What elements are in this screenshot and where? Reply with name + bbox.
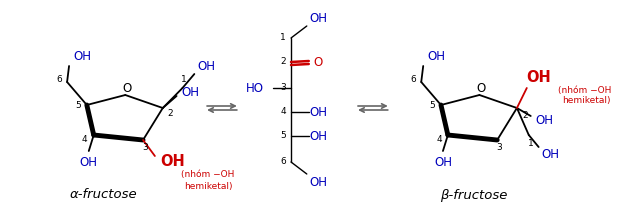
Text: OH: OH [182, 85, 200, 99]
Text: 3: 3 [142, 144, 148, 152]
Text: OH: OH [427, 51, 445, 63]
Text: 6: 6 [56, 76, 62, 84]
Text: 1: 1 [180, 76, 187, 84]
Text: (nhóm −OH: (nhóm −OH [558, 85, 612, 94]
Text: O: O [313, 57, 322, 69]
Text: OH: OH [310, 11, 328, 25]
Text: 5: 5 [280, 130, 286, 140]
Text: 3: 3 [496, 144, 502, 152]
Text: O: O [123, 82, 132, 94]
Text: hemiketal): hemiketal) [562, 97, 611, 105]
Text: O: O [477, 82, 486, 94]
Text: 2: 2 [168, 109, 173, 119]
Text: OH: OH [434, 156, 452, 168]
Text: 2: 2 [280, 57, 286, 66]
Text: 4: 4 [82, 135, 87, 145]
Text: OH: OH [160, 155, 185, 170]
Text: OH: OH [310, 130, 328, 142]
Text: OH: OH [535, 114, 553, 126]
Text: 1: 1 [528, 140, 534, 149]
Text: 1: 1 [280, 32, 286, 42]
Text: 4: 4 [280, 106, 286, 115]
Text: 2: 2 [522, 111, 528, 120]
Text: OH: OH [310, 105, 328, 119]
Text: 4: 4 [436, 135, 442, 145]
Text: hemiketal): hemiketal) [185, 182, 233, 191]
Text: 5: 5 [429, 102, 435, 110]
Text: HO: HO [245, 82, 263, 94]
Text: 6: 6 [280, 156, 286, 166]
Text: OH: OH [542, 149, 560, 161]
Text: OH: OH [310, 176, 328, 188]
Text: OH: OH [197, 59, 215, 73]
Text: α-fructose: α-fructose [70, 188, 137, 202]
Text: OH: OH [73, 51, 91, 63]
Text: OH: OH [526, 71, 551, 85]
Text: 6: 6 [411, 76, 416, 84]
Text: 5: 5 [75, 102, 81, 110]
Text: (nhóm −OH: (nhóm −OH [180, 171, 234, 180]
Text: β-fructose: β-fructose [440, 188, 507, 202]
Text: 3: 3 [280, 83, 286, 92]
Text: OH: OH [80, 156, 98, 168]
